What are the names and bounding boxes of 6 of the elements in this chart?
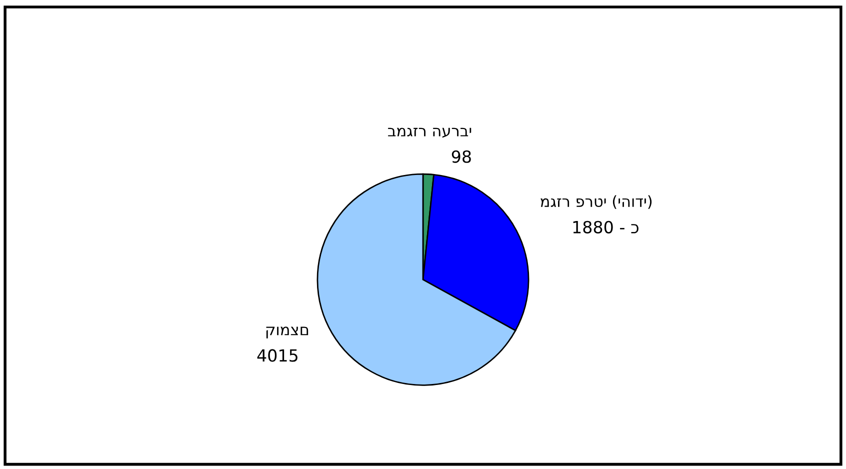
slice-label: מגזר פרטי (יהודי) — [540, 195, 652, 209]
data-label: 1880 - כ — [573, 220, 638, 234]
data-label: 98 — [452, 150, 471, 163]
slice-label: קומצם — [266, 326, 308, 338]
data-label: 4015 — [257, 349, 298, 362]
slice-label: במגזר הערבי — [388, 128, 472, 138]
